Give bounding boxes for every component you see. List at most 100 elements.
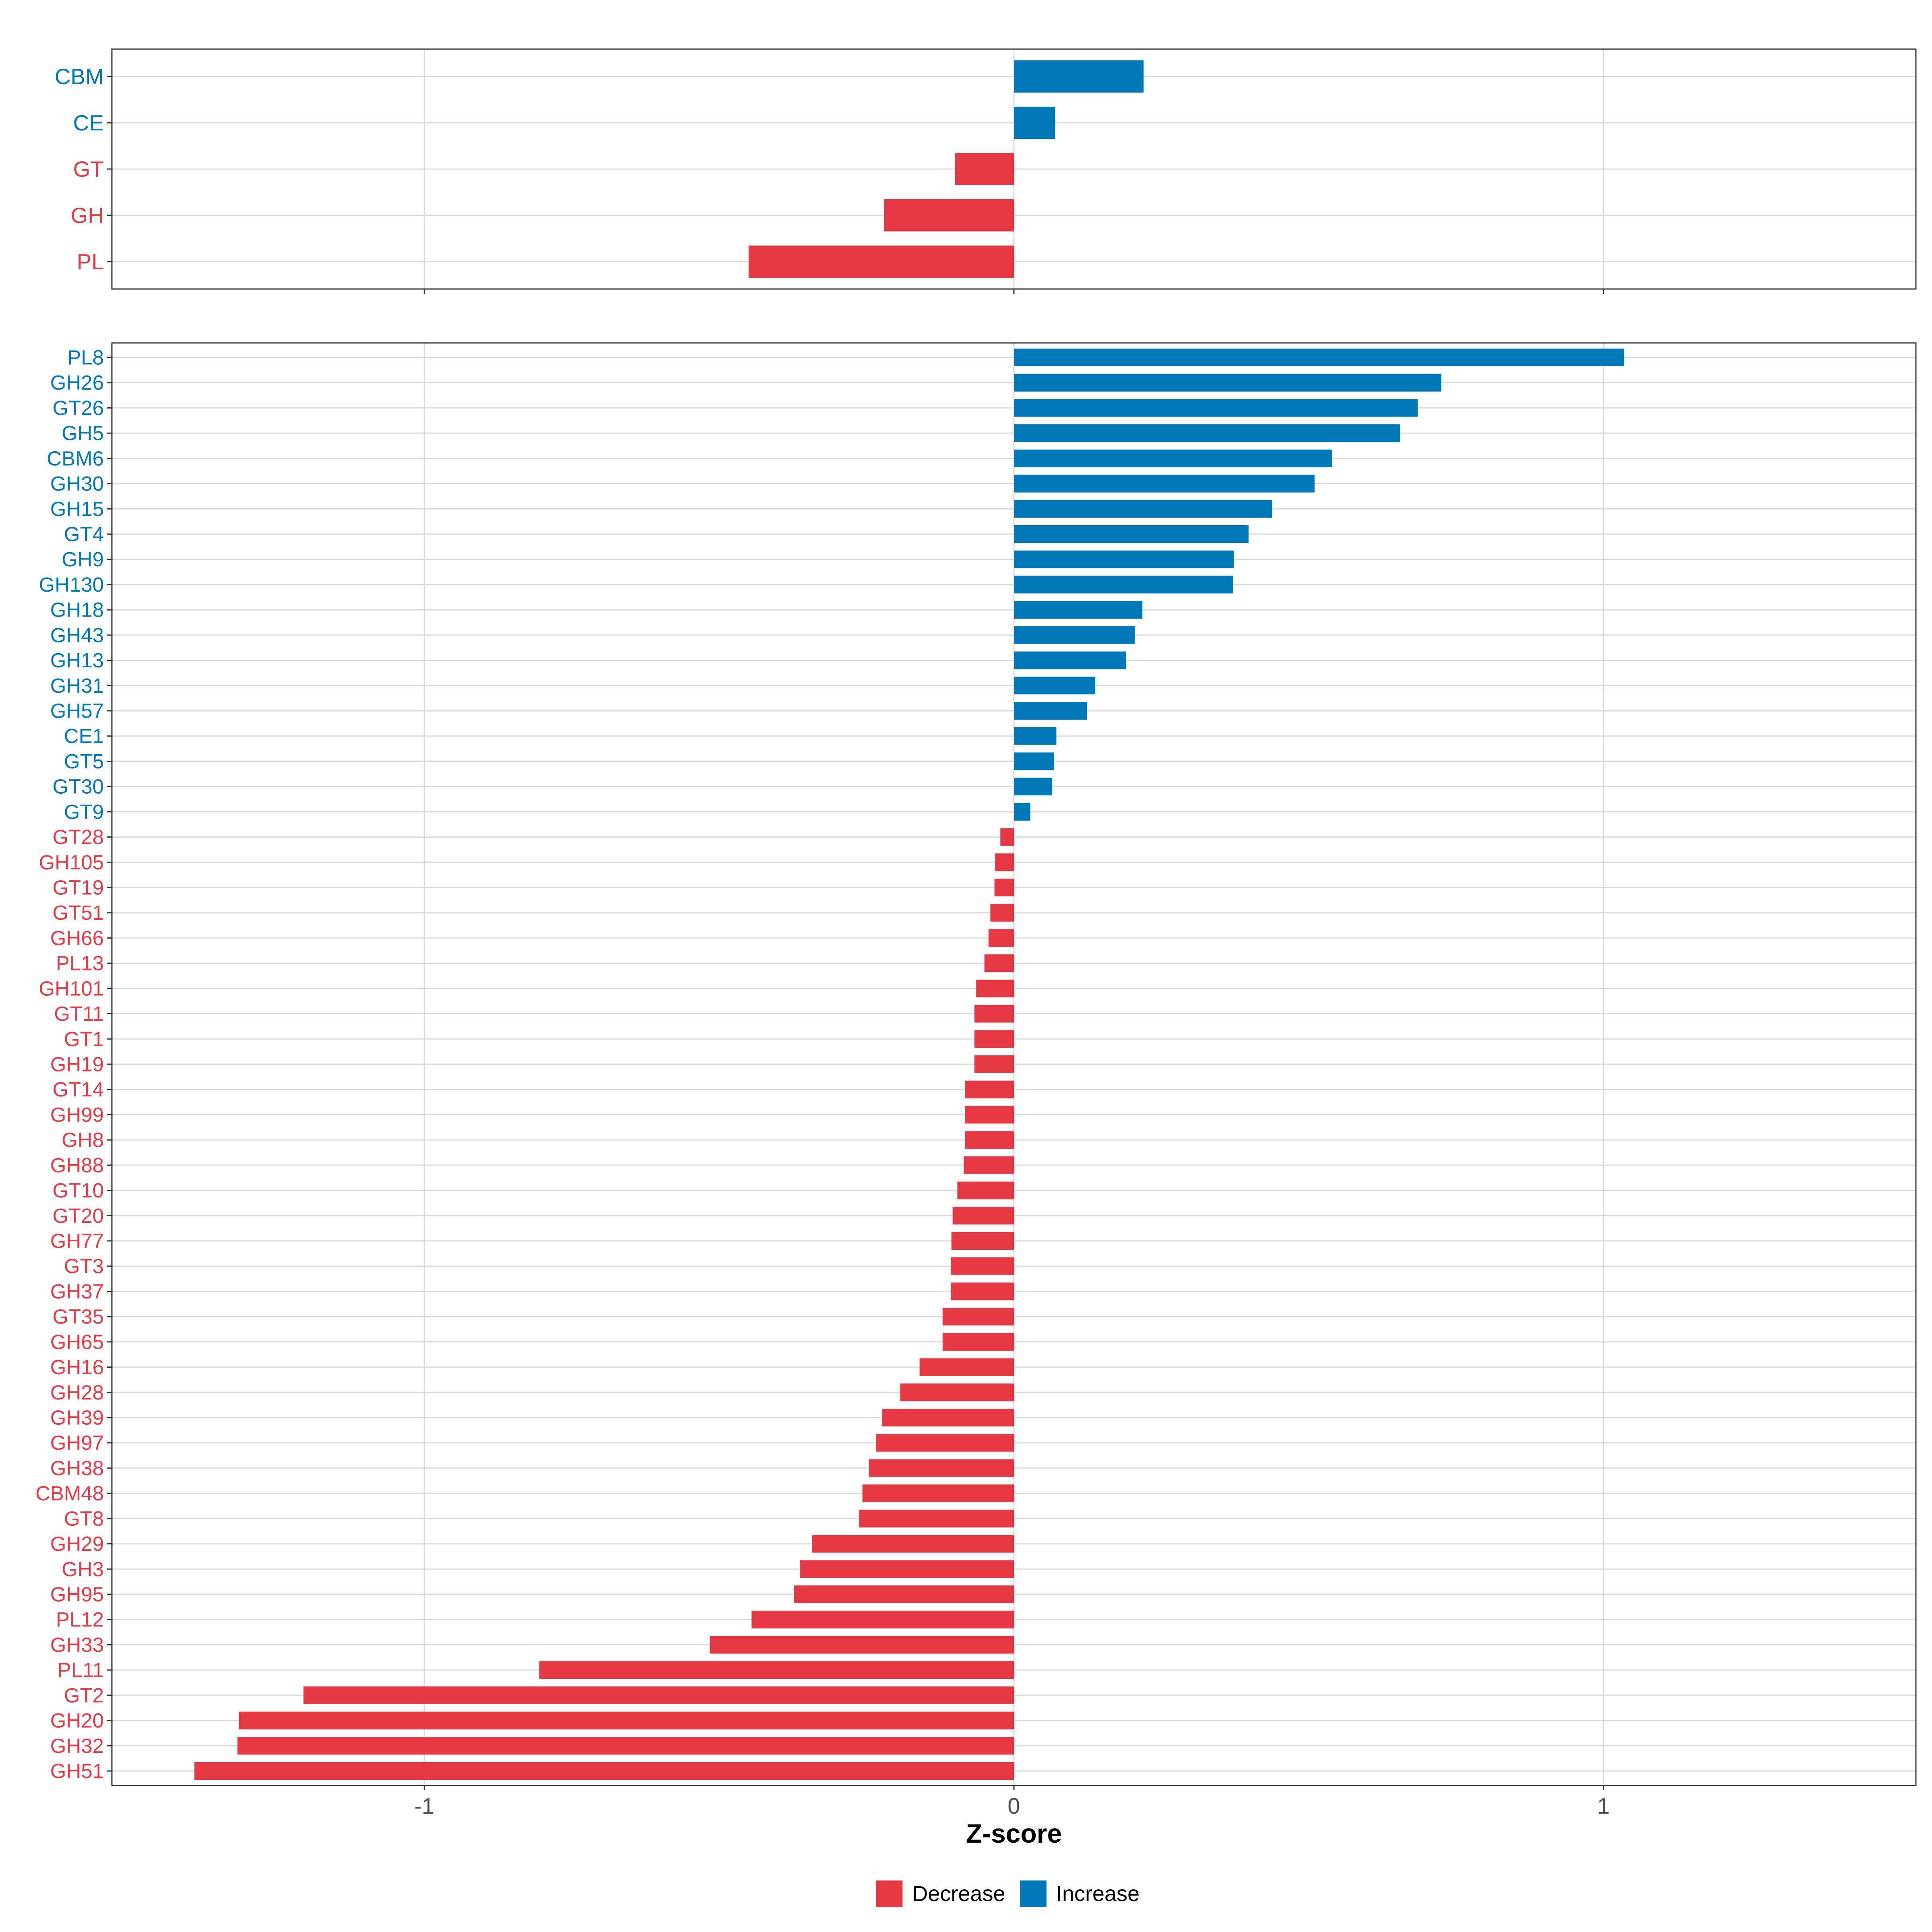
bar-gh66 [989,929,1014,947]
y-tick-label-pl: PL [77,249,104,274]
bar-gh95 [794,1585,1014,1603]
y-tick-label-pl11: PL11 [58,1659,104,1682]
y-tick-label-gt4: GT4 [64,523,104,546]
bar-gh37 [951,1282,1014,1300]
y-tick-label-gh101: GH101 [39,977,104,1000]
bar-gh28 [900,1383,1014,1402]
bar-gt10 [957,1181,1014,1199]
y-tick-label-gh5: GH5 [62,422,104,445]
bar-gh105 [995,853,1014,871]
y-tick-label-gt3: GT3 [64,1255,104,1278]
y-tick-label-gt5: GT5 [64,750,104,773]
bar-pl8 [1014,349,1624,366]
y-tick-label-gh9: GH9 [62,548,104,571]
bar-gh31 [1014,677,1096,695]
y-tick-label-gh30: GH30 [50,472,104,495]
y-tick-label-gh51: GH51 [50,1760,104,1783]
y-tick-label-gt26: GT26 [52,396,104,419]
y-tick-label-gh19: GH19 [50,1053,104,1076]
y-tick-label-gt1: GT1 [64,1028,104,1051]
y-tick-label-gh32: GH32 [50,1734,104,1757]
bar-gh8 [965,1131,1014,1149]
bar-gh5 [1014,424,1400,442]
class-level-panel: CBM CE GT GH PL [55,48,1917,294]
y-tick-label-gt51: GT51 [52,901,104,924]
bar-pl12 [751,1610,1014,1629]
bar-ce [1014,107,1055,139]
legend-label-increase: Increase [1056,1882,1139,1906]
bar-pl [748,246,1014,278]
y-tick-label-gh28: GH28 [50,1381,104,1404]
bar-gt2 [303,1686,1014,1704]
y-tick-label-gh105: GH105 [39,851,104,874]
bar-gh15 [1014,500,1272,518]
bar-gt26 [1014,399,1418,417]
y-tick-label-gh18: GH18 [50,599,104,621]
y-tick-label-gh57: GH57 [50,700,104,722]
bar-gh130 [1014,576,1233,594]
bar-gt5 [1014,752,1054,770]
bar-gt28 [1000,828,1014,846]
bar-gh88 [964,1156,1014,1174]
bar-gt20 [952,1207,1014,1225]
bar-gh20 [238,1711,1014,1730]
bar-ce1 [1014,727,1057,745]
y-tick-label-gh20: GH20 [50,1709,104,1732]
bar-gh77 [951,1232,1014,1250]
bar-gt9 [1014,803,1031,821]
bar-gh29 [812,1535,1014,1553]
y-tick-label-gt10: GT10 [52,1179,104,1202]
bar-cbm48 [862,1484,1014,1503]
bar-gh26 [1014,374,1441,392]
bar-gh [884,199,1014,231]
y-tick-label-gh: GH [71,203,104,228]
y-tick-label-gt: GT [73,157,104,182]
y-tick-label-gh33: GH33 [50,1633,104,1656]
y-tick-label-cbm6: CBM6 [47,447,104,470]
bar-gt8 [859,1509,1014,1527]
y-tick-label-gh97: GH97 [50,1431,104,1454]
legend: Decrease Increase [876,1880,1139,1907]
y-tick-label-gh39: GH39 [50,1406,104,1429]
legend-swatch-increase [1020,1880,1046,1907]
y-tick-label-gh29: GH29 [50,1532,104,1555]
x-tick-label: -1 [414,1793,434,1818]
y-tick-label-gt9: GT9 [64,800,104,823]
y-tick-label-gh3: GH3 [62,1558,104,1581]
y-tick-label-gh37: GH37 [50,1280,104,1303]
y-tick-label-gh16: GH16 [50,1356,104,1379]
bar-pl11 [539,1661,1014,1679]
y-tick-label-gh26: GH26 [50,371,104,394]
bar-gt14 [965,1080,1014,1098]
y-tick-label-gh65: GH65 [50,1330,104,1353]
y-tick-label-cbm48: CBM48 [35,1482,104,1505]
bar-gh57 [1014,702,1087,720]
x-tick-label: 1 [1597,1793,1610,1818]
legend-swatch-decrease [876,1880,903,1907]
y-tick-label-pl13: PL13 [56,952,104,975]
y-tick-label-cbm: CBM [55,64,104,89]
bar-gt51 [990,904,1014,922]
bar-gh13 [1014,651,1126,669]
y-tick-label-gt28: GT28 [52,826,104,848]
bar-gt19 [994,879,1014,896]
y-tick-label-pl12: PL12 [56,1608,104,1631]
bar-gt35 [942,1308,1014,1326]
bar-gh65 [942,1333,1014,1351]
bar-gh18 [1014,601,1143,619]
y-tick-label-gh88: GH88 [50,1154,104,1177]
bar-gh101 [976,979,1014,997]
y-tick-label-gh99: GH99 [50,1103,104,1126]
y-tick-label-gt2: GT2 [64,1684,104,1707]
bar-gh16 [919,1358,1014,1376]
bar-gh39 [881,1409,1014,1426]
y-tick-label-gh38: GH38 [50,1457,104,1480]
y-tick-label-gt11: GT11 [54,1002,104,1025]
bar-gh9 [1014,550,1234,568]
bar-gt3 [951,1257,1014,1275]
y-tick-label-gh31: GH31 [50,674,104,697]
y-tick-label-gt19: GT19 [52,876,104,899]
x-tick-label: 0 [1007,1793,1020,1818]
